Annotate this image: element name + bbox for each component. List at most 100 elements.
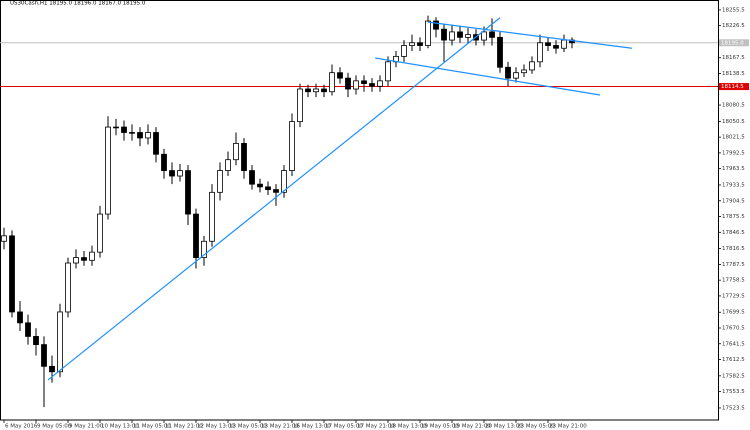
x-tick-label: 17 May 05:00 [325,424,363,430]
y-tick-label: 17992.5 [722,150,745,156]
price-label-box [719,83,749,91]
x-tick-label: 20 May 13:00 [485,424,523,430]
y-tick-label: 17904.5 [722,198,745,204]
x-tick-label: 6 May 2016 [5,424,38,430]
trend-line [427,21,633,49]
candle-body [497,36,503,68]
x-tick-label: 9 May 05:00 [37,424,72,430]
candle-body [153,132,159,155]
candle-body [281,170,287,193]
y-tick-label: 17729.5 [722,293,745,299]
candle-body [25,322,31,337]
candle-body [65,262,71,313]
candle-body [137,132,143,139]
y-tick-label: 18255.5 [722,7,745,13]
candle-body [449,31,455,41]
candle-body [201,240,207,258]
candle-body [169,170,175,177]
y-tick-label: 17641.5 [722,341,745,347]
y-tick-label: 17582.5 [722,373,745,379]
plot-frame [0,0,719,421]
x-tick-label: 23 May 21:00 [549,424,587,430]
candle-body [97,213,103,253]
candle-body [73,257,79,264]
y-tick-label: 17553.5 [722,389,745,395]
y-tick-label: 18050.5 [722,119,745,125]
x-tick-label: 18 May 13:00 [389,424,427,430]
candle-body [17,311,23,324]
candle-body [489,31,495,38]
y-tick-label: 17846.5 [722,230,745,236]
candle-body [265,186,271,191]
candle-body [145,132,151,139]
y-tick-label: 17787.5 [722,262,745,268]
candle-body [241,142,247,171]
candle-body [369,83,375,87]
x-tick-label: 11 May 05:00 [133,424,171,430]
candle-body [313,88,319,93]
candle-body [433,20,439,30]
y-tick-label: 17699.5 [722,310,745,316]
y-tick-label: 17963.5 [722,166,745,172]
candle-body [561,39,567,49]
candle-body [545,42,551,46]
candle-body [33,336,39,345]
candle-body [377,80,383,87]
trend-line [47,17,501,381]
candle-body [233,142,239,161]
candle-body [113,126,119,129]
x-tick-label: 11 May 21:00 [165,424,203,430]
candle-body [57,311,63,373]
y-tick-label: 18080.5 [722,103,745,109]
x-tick-label: 10 May 13:00 [101,424,139,430]
y-tick-label: 17523.5 [722,405,745,411]
candle-body [385,61,391,82]
candle-body [273,189,279,193]
y-tick-label: 17758.5 [722,278,745,284]
y-tick-label: 18167.5 [722,55,745,61]
y-tick-label: 18138.5 [722,71,745,77]
candle-body [305,88,311,93]
candle-body [225,159,231,171]
y-tick-label: 18021.5 [722,135,745,141]
candle-body [105,126,111,215]
candle-body [401,45,407,57]
x-tick-label: 19 May 05:00 [421,424,459,430]
y-tick-label: 17670.5 [722,326,745,332]
candle-body [185,170,191,215]
candle-body [537,42,543,63]
candle-body [217,170,223,193]
candle-body [89,251,95,261]
candle-body [457,31,463,38]
candle-body [49,365,55,373]
candle-body [417,42,423,46]
candle-body [361,80,367,84]
candle-body [505,66,511,79]
candle-body [529,61,535,71]
x-tick-label: 16 May 13:00 [293,424,331,430]
candle-body [513,72,519,79]
x-tick-label: 19 May 21:00 [453,424,491,430]
x-tick-label: 13 May 05:00 [229,424,267,430]
y-tick-label: 17816.5 [722,246,745,252]
candle-body [409,42,415,46]
y-tick-label: 17875.5 [722,214,745,220]
candle-body [481,31,487,41]
candle-body [553,45,559,49]
candle-body [321,88,327,93]
price-label: 18195.0 [721,40,744,46]
y-tick-label: 18226.5 [722,23,745,29]
trend-line [375,57,601,96]
candle-body [425,20,431,46]
candle-body [41,344,47,367]
candle-body [257,183,263,188]
candle-body [193,213,199,258]
y-tick-label: 17933.5 [722,182,745,188]
x-tick-label: 17 May 21:00 [357,424,395,430]
candle-body [81,257,87,261]
candle-body [209,191,215,242]
candle-body [465,34,471,38]
chart-title: US30Cash,H1 18195.0 18196.0 18167.0 1819… [10,1,146,7]
